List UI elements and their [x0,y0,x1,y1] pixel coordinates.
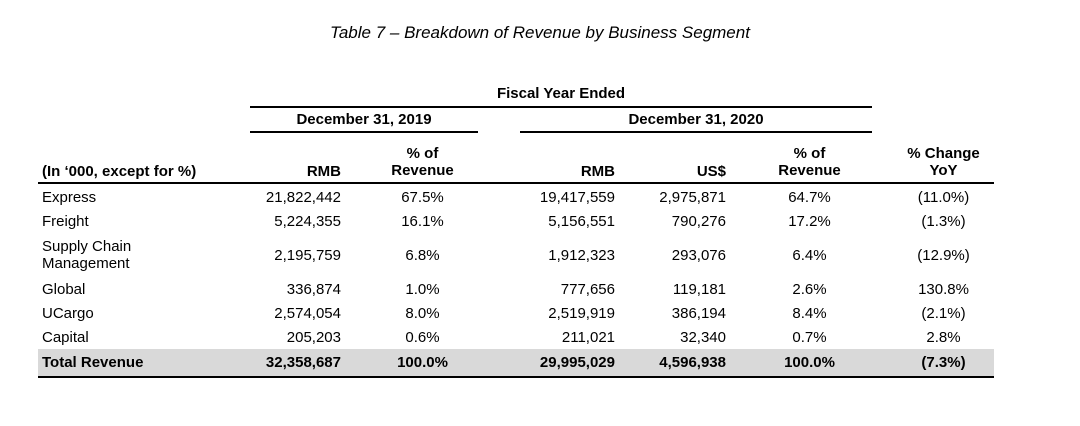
change-yoy-value: (12.9%) [917,246,970,264]
column-header-unit: (In ‘000, except for %) [42,163,197,180]
row-label: Global [42,280,86,298]
total-rmb-2019-value: 32,358,687 [265,354,341,371]
pct-2020-value: 64.7% [788,188,831,206]
column-header-pct-2020: % of Revenue [757,145,862,179]
us-2020-value: 386,194 [671,304,726,322]
total-label: Total Revenue [42,354,144,371]
us-2020-value: 2,975,871 [659,188,726,206]
column-header-pct-2019: % of Revenue [370,145,475,179]
column-header-pct-2020-line2: Revenue [778,162,841,179]
period-2019-header: December 31, 2019 [296,111,432,128]
us-2020-value: 790,276 [671,212,726,230]
pct-2020-value: 2.6% [792,280,827,298]
rmb-2019-value: 336,874 [286,280,341,298]
total-pct-2019-value: 100.0% [397,354,448,371]
rmb-2020-value: 1,912,323 [548,246,615,264]
total-change-yoy-value: (7.3%) [921,354,966,371]
total-us-2020-value: 4,596,938 [659,354,726,371]
revenue-table-body: Express 21,822,442 67.5% 19,417,559 2,97… [38,185,994,378]
change-yoy-value: (1.3%) [921,212,966,230]
us-2020-value: 32,340 [680,328,726,346]
row-label: Express [42,188,97,206]
period-2020-header: December 31, 2020 [628,111,764,128]
column-header-us-2020: US$ [696,163,726,180]
table-title: Table 7 – Breakdown of Revenue by Busine… [330,23,750,42]
table-row-supply-chain-management: Supply Chain Management 2,195,759 6.8% 1… [38,233,994,277]
table-row-total-revenue: Total Revenue 32,358,687 100.0% 29,995,0… [38,349,994,378]
column-header-pct-2020-line1: % of [793,145,826,162]
table-row-freight: Freight 5,224,355 16.1% 5,156,551 790,27… [38,209,994,233]
rmb-2020-value: 19,417,559 [539,188,615,206]
table-row-global: Global 336,874 1.0% 777,656 119,181 2.6%… [38,277,994,301]
pct-2019-value: 8.0% [405,304,440,322]
row-label: Supply Chain Management [42,238,132,272]
rmb-2019-value: 2,574,054 [274,304,341,322]
rmb-2019-value: 5,224,355 [274,212,341,230]
rmb-2019-value: 2,195,759 [274,246,341,264]
pct-2019-value: 0.6% [405,328,440,346]
rmb-2019-value: 205,203 [286,328,341,346]
fiscal-year-header: Fiscal Year Ended [496,85,626,102]
period-2020-rule [520,131,872,133]
total-rmb-2020-value: 29,995,029 [539,354,615,371]
column-header-rmb-2020: RMB [580,163,615,180]
pct-2020-value: 0.7% [792,328,827,346]
column-header-pct-2019-line1: % of [406,145,439,162]
rmb-2019-value: 21,822,442 [265,188,341,206]
pct-2019-value: 67.5% [401,188,444,206]
column-header-change-line1: % Change [907,145,980,162]
row-label: Freight [42,212,89,230]
header-bottom-rule [38,182,994,184]
rmb-2020-value: 5,156,551 [548,212,615,230]
rmb-2020-value: 2,519,919 [548,304,615,322]
row-label: Capital [42,328,89,346]
fiscal-year-rule [250,106,872,108]
column-header-change: % Change YoY [893,145,994,179]
table-row-capital: Capital 205,203 0.6% 211,021 32,340 0.7%… [38,325,994,349]
row-label: UCargo [42,304,94,322]
pct-2020-value: 6.4% [792,246,827,264]
us-2020-value: 119,181 [672,280,726,298]
change-yoy-value: (11.0%) [917,188,970,206]
change-yoy-value: 130.8% [918,280,969,298]
table-row-ucargo: UCargo 2,574,054 8.0% 2,519,919 386,194 … [38,301,994,325]
pct-2020-value: 17.2% [788,212,831,230]
total-pct-2020-value: 100.0% [784,354,835,371]
column-header-pct-2019-line2: Revenue [391,162,454,179]
pct-2020-value: 8.4% [792,304,827,322]
pct-2019-value: 16.1% [401,212,444,230]
change-yoy-value: (2.1%) [921,304,966,322]
column-header-rmb-2019: RMB [306,163,341,180]
pct-2019-value: 1.0% [405,280,440,298]
rmb-2020-value: 777,656 [560,280,615,298]
us-2020-value: 293,076 [671,246,726,264]
table-row-express: Express 21,822,442 67.5% 19,417,559 2,97… [38,185,994,209]
pct-2019-value: 6.8% [405,246,440,264]
rmb-2020-value: 211,021 [561,328,615,346]
column-header-change-line2: YoY [929,162,958,179]
change-yoy-value: 2.8% [926,328,961,346]
period-2019-rule [250,131,478,133]
